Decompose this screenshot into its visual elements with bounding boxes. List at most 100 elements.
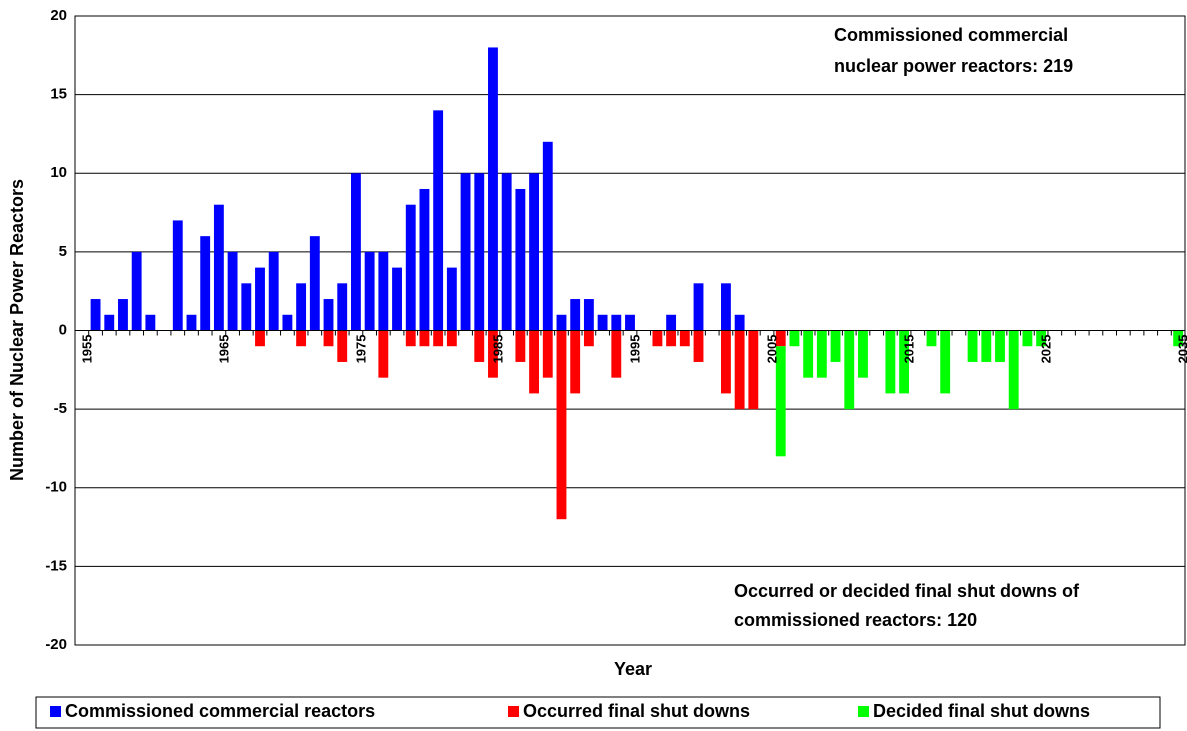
bar	[720, 330, 731, 394]
bar	[967, 330, 978, 362]
bar	[748, 330, 759, 410]
bar	[981, 330, 992, 362]
bar	[323, 330, 334, 347]
bar	[446, 267, 457, 331]
bar	[296, 330, 307, 347]
bar	[926, 330, 937, 347]
bar	[90, 299, 101, 331]
bar	[734, 330, 745, 410]
bar	[118, 299, 128, 331]
bar	[529, 173, 540, 331]
bar	[172, 220, 183, 331]
bar	[474, 173, 485, 331]
bar	[460, 173, 471, 331]
bar	[556, 314, 567, 331]
bar	[734, 314, 745, 331]
bar	[775, 346, 786, 457]
bar	[433, 110, 444, 331]
bar	[501, 173, 512, 331]
bar	[775, 330, 786, 347]
bar	[570, 299, 581, 331]
bar	[255, 267, 265, 331]
bar	[995, 330, 1005, 362]
y-tick-label: -20	[45, 636, 67, 653]
bar	[474, 330, 485, 362]
bar	[446, 330, 457, 347]
x-axis-title: Year	[614, 659, 652, 679]
x-tick-label: 2035	[1176, 335, 1187, 364]
bar	[378, 330, 389, 378]
y-tick-label: 15	[50, 86, 67, 103]
bar	[679, 330, 690, 347]
legend-label: Commissioned commercial reactors	[65, 701, 375, 721]
legend-swatch	[50, 706, 61, 717]
bar	[1036, 330, 1047, 347]
bar	[213, 204, 224, 331]
bar	[597, 314, 608, 331]
bar	[337, 330, 348, 362]
bar	[104, 314, 115, 331]
x-tick-label: 1965	[216, 335, 231, 364]
bar	[816, 330, 827, 378]
legend-label: Decided final shut downs	[873, 701, 1090, 721]
bar	[899, 330, 910, 394]
annotation: Occurred or decided final shut downs of	[734, 581, 1080, 601]
bar	[515, 330, 526, 362]
bar	[378, 251, 389, 331]
x-tick-label: 2005	[764, 335, 779, 364]
bar	[515, 188, 526, 331]
bar	[488, 47, 498, 331]
bar	[611, 314, 622, 331]
bar	[268, 251, 279, 331]
bar	[405, 204, 416, 331]
bar	[145, 314, 156, 331]
legend-label: Occurred final shut downs	[523, 701, 750, 721]
x-tick-label: 1995	[627, 335, 642, 364]
bar	[611, 330, 622, 378]
legend-swatch	[858, 706, 869, 717]
y-tick-label: -15	[45, 557, 67, 574]
bar	[583, 299, 594, 331]
bar	[309, 236, 320, 331]
y-tick-label: 0	[59, 321, 67, 338]
bar	[940, 330, 951, 394]
bar	[844, 330, 855, 410]
x-tick-label: 1955	[79, 335, 94, 364]
bar	[405, 330, 416, 347]
bar	[570, 330, 581, 394]
y-tick-label: 20	[50, 7, 67, 24]
bar	[186, 314, 197, 331]
bar	[255, 330, 265, 347]
bar	[803, 330, 814, 378]
bar	[1022, 330, 1033, 347]
y-tick-label: 10	[50, 164, 67, 181]
bar	[693, 283, 704, 331]
bar	[364, 251, 375, 331]
bar	[323, 299, 334, 331]
y-tick-label: 5	[59, 243, 67, 260]
legend-swatch	[508, 706, 519, 717]
bar	[693, 330, 704, 362]
bar	[350, 173, 361, 331]
y-tick-label: -10	[45, 479, 67, 496]
bar	[337, 283, 348, 331]
y-tick-label: -5	[54, 400, 67, 417]
bar	[419, 188, 430, 331]
bar	[542, 330, 553, 378]
bar	[830, 330, 841, 362]
bar	[419, 330, 430, 347]
x-tick-label: 1975	[353, 335, 368, 364]
annotation: Commissioned commercial	[834, 25, 1068, 45]
bar	[392, 267, 402, 331]
annotation: nuclear power reactors: 219	[834, 56, 1073, 76]
bar	[131, 251, 142, 331]
annotation: commissioned reactors: 120	[734, 610, 977, 630]
legend-box	[35, 696, 1161, 729]
x-tick-label: 2015	[902, 335, 917, 364]
bar	[282, 314, 293, 331]
bar	[666, 314, 677, 331]
bar	[885, 330, 896, 394]
bar	[488, 330, 498, 378]
bar	[529, 330, 540, 394]
